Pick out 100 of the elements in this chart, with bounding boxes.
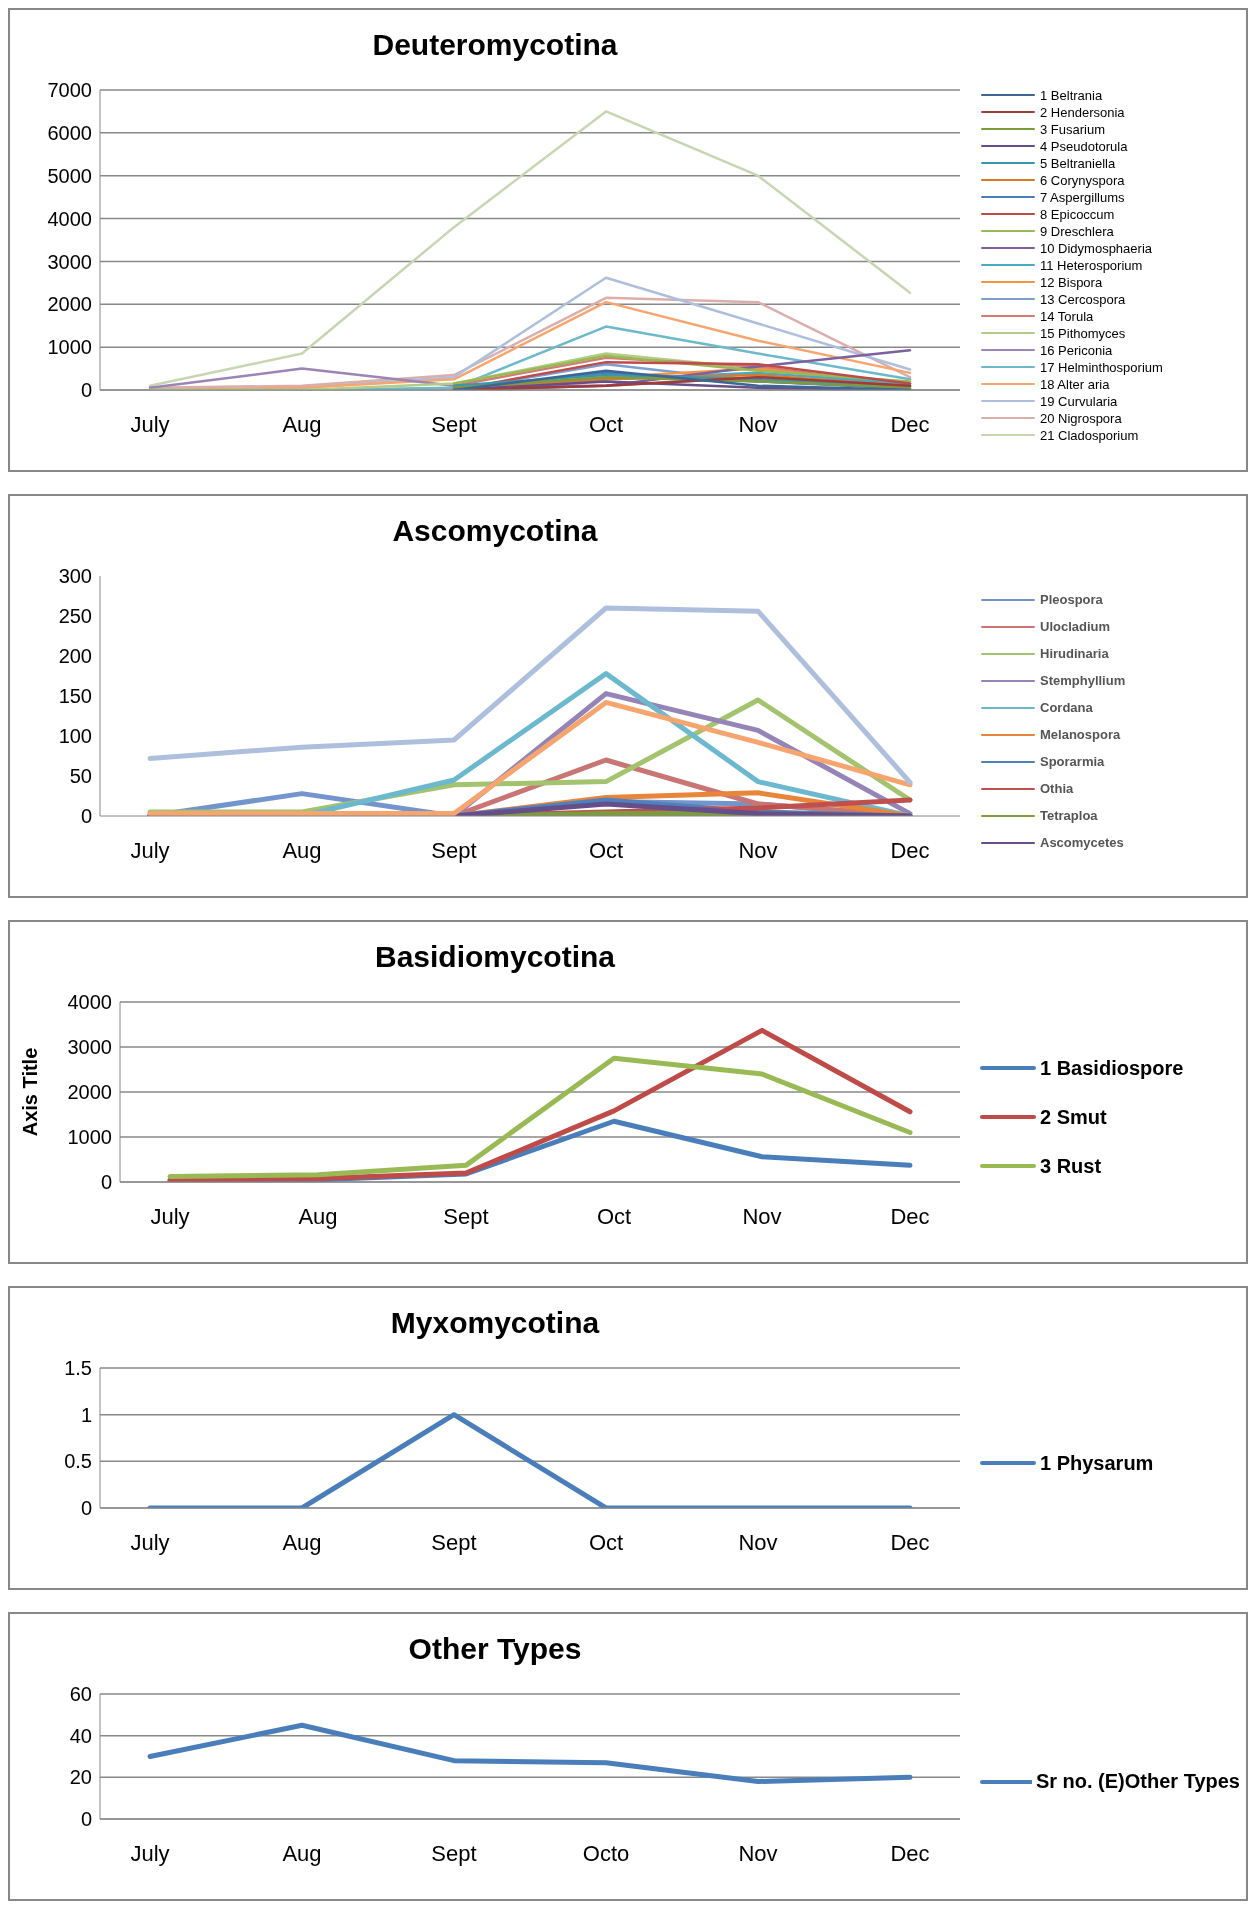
chart-title: Basidiomycotina bbox=[373, 940, 617, 974]
y-tick-label: 1.5 bbox=[64, 1357, 92, 1380]
legend-label: 5 Beltraniella bbox=[1040, 155, 1116, 171]
y-tick-label: 1 bbox=[80, 1403, 92, 1426]
x-tick-label: Oct bbox=[588, 1529, 624, 1555]
y-tick-label: 100 bbox=[58, 725, 92, 748]
x-tick-label: Dec bbox=[890, 1529, 930, 1555]
x-tick-label: Nov bbox=[742, 1203, 782, 1229]
y-tick-label: 3000 bbox=[47, 250, 92, 273]
x-tick-label: Aug bbox=[282, 1529, 322, 1555]
y-tick-label: 4000 bbox=[67, 991, 112, 1014]
legend-label: 9 Dreschlera bbox=[1040, 223, 1114, 239]
legend-label: 17 Helminthosporium bbox=[1040, 359, 1163, 375]
x-tick-label: Aug bbox=[282, 837, 322, 863]
chart-title: Other Types bbox=[407, 1632, 583, 1666]
y-tick-label: 0 bbox=[80, 1497, 92, 1520]
x-tick-label: Aug bbox=[298, 1203, 338, 1229]
x-tick-label: Aug bbox=[282, 1840, 322, 1866]
y-tick-label: 200 bbox=[58, 645, 92, 668]
legend-label: Melanospora bbox=[1040, 727, 1121, 742]
x-tick-label: Sept bbox=[431, 1529, 477, 1555]
y-tick-label: 2000 bbox=[67, 1081, 112, 1104]
legend-label: 1 Beltrania bbox=[1040, 87, 1103, 103]
y-tick-label: 0 bbox=[100, 1171, 112, 1194]
x-tick-label: Dec bbox=[890, 1203, 930, 1229]
x-tick-label: Nov bbox=[738, 1529, 778, 1555]
legend-label: Tetraploa bbox=[1040, 808, 1098, 823]
x-tick-label: Aug bbox=[282, 411, 322, 437]
x-tick-label: Oct bbox=[588, 411, 624, 437]
legend-label: 13 Cercospora bbox=[1040, 291, 1126, 307]
legend-label: 11 Heterosporium bbox=[1040, 257, 1143, 273]
y-tick-label: 40 bbox=[69, 1724, 92, 1747]
y-tick-label: 20 bbox=[69, 1766, 92, 1789]
legend-label: 4 Pseudotorula bbox=[1040, 138, 1128, 154]
x-tick-label: Sept bbox=[443, 1203, 489, 1229]
y-tick-label: 0 bbox=[80, 1808, 92, 1831]
x-tick-label: Dec bbox=[890, 411, 930, 437]
y-tick-label: 0 bbox=[80, 379, 92, 402]
x-tick-label: Nov bbox=[738, 411, 778, 437]
x-tick-label: Nov bbox=[738, 837, 778, 863]
legend-label: Cordana bbox=[1040, 700, 1093, 715]
x-tick-label: July bbox=[130, 837, 170, 863]
legend-label: 20 Nigrospora bbox=[1040, 410, 1122, 426]
legend-label: 7 Aspergillums bbox=[1040, 189, 1125, 205]
x-tick-label: Nov bbox=[738, 1840, 778, 1866]
x-tick-label: Dec bbox=[890, 1840, 930, 1866]
chart-title: Deuteromycotina bbox=[371, 28, 619, 62]
y-tick-label: 50 bbox=[69, 765, 92, 788]
y-tick-label: 0 bbox=[80, 805, 92, 828]
legend-label: 1 Physarum bbox=[1040, 1451, 1154, 1475]
legend-label: 2 Hendersonia bbox=[1040, 104, 1125, 120]
y-tick-label: 2000 bbox=[47, 293, 92, 316]
x-tick-label: July bbox=[150, 1203, 190, 1229]
y-tick-label: 1000 bbox=[47, 336, 92, 359]
legend-label: 15 Pithomyces bbox=[1040, 325, 1126, 341]
legend-label: 10 Didymosphaeria bbox=[1040, 240, 1153, 256]
legend-label: Hirudinaria bbox=[1040, 646, 1109, 661]
legend-label: Sr no. (E)Other Types bbox=[1035, 1770, 1240, 1793]
x-tick-label: Oct bbox=[596, 1203, 632, 1229]
y-tick-label: 150 bbox=[58, 685, 92, 708]
x-tick-label: Sept bbox=[431, 837, 477, 863]
x-tick-label: Dec bbox=[890, 837, 930, 863]
y-axis-title: Axis Title bbox=[19, 1047, 42, 1137]
legend-label: 16 Periconia bbox=[1040, 342, 1113, 358]
x-tick-label: July bbox=[130, 411, 170, 437]
x-tick-label: Octo bbox=[582, 1840, 630, 1866]
y-tick-label: 0.5 bbox=[64, 1450, 92, 1473]
legend-label: 3 Fusarium bbox=[1040, 121, 1106, 137]
y-tick-label: 5000 bbox=[47, 164, 92, 187]
legend-label: Stemphyllium bbox=[1040, 673, 1126, 688]
legend-label: 6 Corynyspora bbox=[1040, 172, 1125, 188]
y-tick-label: 4000 bbox=[47, 207, 92, 230]
legend-label: 19 Curvularia bbox=[1040, 393, 1118, 409]
chart-title: Ascomycotina bbox=[391, 514, 599, 548]
y-tick-label: 250 bbox=[58, 605, 92, 628]
legend-label: 8 Epicoccum bbox=[1040, 206, 1115, 222]
legend-label: 14 Torula bbox=[1040, 308, 1094, 324]
legend-label: 18 Alter aria bbox=[1040, 376, 1110, 392]
x-tick-label: Sept bbox=[431, 411, 477, 437]
y-tick-label: 60 bbox=[69, 1683, 92, 1706]
legend-label: 12 Bispora bbox=[1040, 274, 1103, 290]
x-tick-label: July bbox=[130, 1840, 170, 1866]
x-tick-label: Oct bbox=[588, 837, 624, 863]
y-tick-label: 7000 bbox=[47, 79, 92, 102]
legend-label: 1 Basidiospore bbox=[1040, 1056, 1184, 1080]
y-tick-label: 1000 bbox=[67, 1126, 112, 1149]
legend-label: Ulocladium bbox=[1040, 619, 1111, 634]
y-tick-label: 300 bbox=[58, 565, 92, 588]
legend-label: Ascomycetes bbox=[1040, 835, 1124, 850]
x-tick-label: Sept bbox=[431, 1840, 477, 1866]
legend-label: 21 Cladosporium bbox=[1040, 427, 1139, 443]
chart-title: Myxomycotina bbox=[389, 1306, 601, 1340]
x-tick-label: July bbox=[130, 1529, 170, 1555]
legend-label: Sporarmia bbox=[1040, 754, 1105, 769]
y-tick-label: 6000 bbox=[47, 121, 92, 144]
y-tick-label: 3000 bbox=[67, 1036, 112, 1059]
legend-label: Pleospora bbox=[1040, 592, 1103, 607]
legend-label: 3 Rust bbox=[1040, 1154, 1102, 1178]
legend-label: Othia bbox=[1040, 781, 1074, 796]
legend-label: 2 Smut bbox=[1040, 1105, 1107, 1129]
